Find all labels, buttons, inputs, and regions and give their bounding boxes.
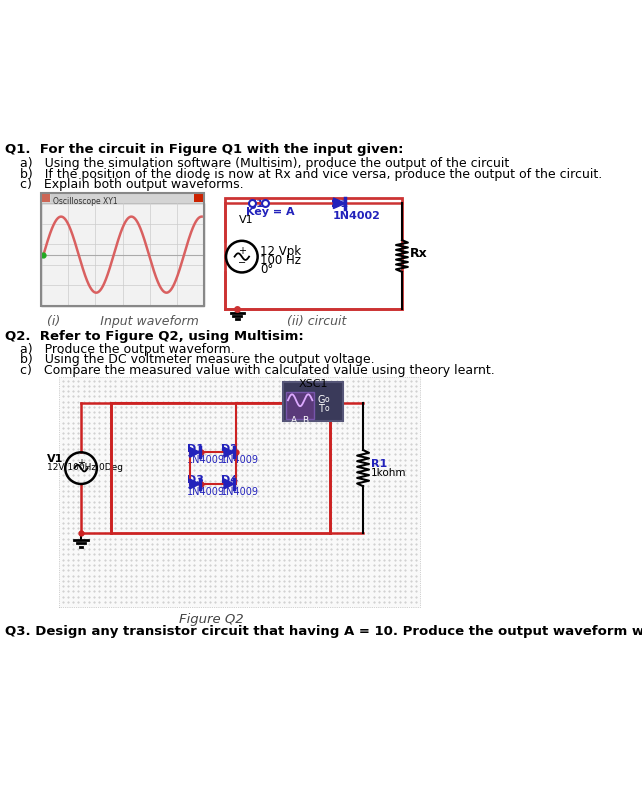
- Polygon shape: [333, 198, 345, 209]
- Polygon shape: [190, 447, 200, 457]
- Bar: [41, 203, 204, 306]
- Text: Key = A: Key = A: [247, 207, 295, 217]
- Text: 1N4009: 1N4009: [187, 487, 225, 497]
- Text: b)   Using the DC voltmeter measure the output voltage.: b) Using the DC voltmeter measure the ou…: [20, 353, 374, 367]
- Text: a)   Produce the output waveform.: a) Produce the output waveform.: [20, 343, 234, 356]
- Text: Q2.  Refer to Figure Q2, using Multisim:: Q2. Refer to Figure Q2, using Multisim:: [5, 329, 304, 343]
- Text: c)   Compare the measured value with calculated value using theory learnt.: c) Compare the measured value with calcu…: [20, 364, 494, 377]
- Bar: [42, 194, 50, 202]
- Bar: [59, 377, 421, 607]
- Polygon shape: [190, 479, 200, 489]
- Bar: [51, 194, 71, 202]
- Text: V1: V1: [47, 453, 63, 464]
- Text: XSC1: XSC1: [299, 379, 328, 389]
- Text: +: +: [77, 458, 85, 468]
- Bar: [194, 194, 203, 202]
- Polygon shape: [224, 479, 234, 489]
- Text: R1: R1: [371, 459, 387, 469]
- Bar: [41, 193, 204, 203]
- Text: −: −: [238, 258, 246, 268]
- Text: o: o: [325, 404, 329, 412]
- Text: D3: D3: [187, 476, 204, 485]
- Text: Q1.  For the circuit in Figure Q1 with the input given:: Q1. For the circuit in Figure Q1 with th…: [5, 143, 404, 156]
- Bar: [110, 403, 330, 533]
- Text: (i)          Input waveform: (i) Input waveform: [47, 314, 198, 328]
- Text: 1N4009: 1N4009: [221, 487, 259, 497]
- Text: 12V 100Hz 0Deg: 12V 100Hz 0Deg: [47, 463, 123, 472]
- Text: G: G: [318, 395, 325, 405]
- Text: 1N4002: 1N4002: [333, 211, 381, 221]
- Text: 1N4009: 1N4009: [187, 455, 225, 465]
- Bar: [225, 198, 402, 309]
- Text: c)   Explain both output waveforms.: c) Explain both output waveforms.: [20, 179, 243, 191]
- Text: T: T: [318, 404, 324, 414]
- Text: 100 Hz: 100 Hz: [260, 254, 301, 267]
- Text: B: B: [302, 416, 308, 425]
- Text: +: +: [238, 246, 246, 256]
- Text: Rx: Rx: [410, 246, 428, 260]
- Text: (ii) circuit: (ii) circuit: [286, 314, 346, 328]
- Text: 1N4009: 1N4009: [221, 455, 259, 465]
- Polygon shape: [224, 447, 234, 457]
- Text: b)   If the position of the diode is now at Rx and vice versa, produce the outpu: b) If the position of the diode is now a…: [20, 167, 602, 181]
- Text: Oscilloscope XY1: Oscilloscope XY1: [53, 197, 117, 205]
- Text: V1: V1: [239, 215, 253, 225]
- Text: Figure Q2: Figure Q2: [179, 613, 244, 626]
- Text: D1: D1: [331, 199, 349, 209]
- Text: 12 Vpk: 12 Vpk: [260, 245, 301, 258]
- Text: J1: J1: [253, 199, 265, 209]
- Text: 0°: 0°: [260, 263, 273, 276]
- Text: D4: D4: [221, 476, 239, 485]
- Text: a)   Using the simulation software (Multisim), produce the output of the circuit: a) Using the simulation software (Multis…: [20, 157, 509, 170]
- Bar: [41, 193, 204, 306]
- Text: D2: D2: [221, 444, 238, 453]
- Text: Q3. Design any transistor circuit that having A = 10. Produce the output wavefor: Q3. Design any transistor circuit that h…: [5, 625, 642, 638]
- Text: D1: D1: [187, 444, 204, 453]
- Bar: [286, 393, 314, 419]
- Text: 1kohm: 1kohm: [371, 468, 406, 479]
- Bar: [283, 382, 343, 421]
- Text: o: o: [325, 395, 329, 404]
- Text: A: A: [291, 416, 297, 425]
